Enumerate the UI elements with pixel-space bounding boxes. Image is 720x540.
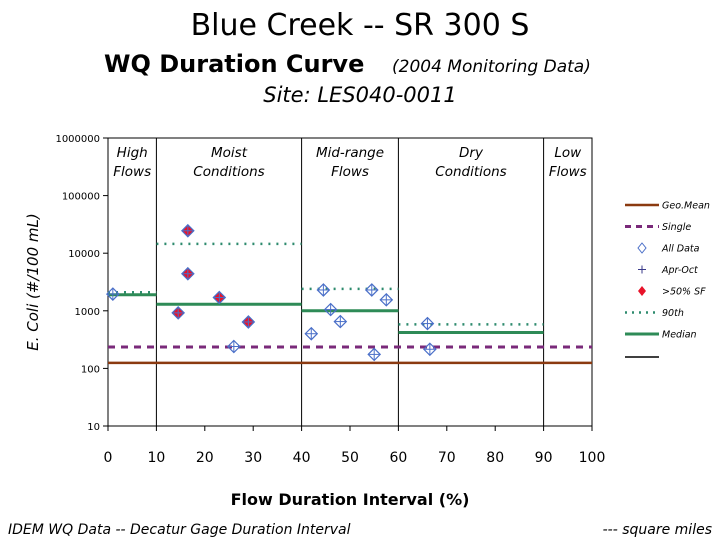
data-point [379, 292, 394, 307]
y-tick-label: 100 [81, 364, 100, 375]
x-tick-label: 50 [341, 450, 359, 466]
footer-area: --- square miles [603, 522, 712, 538]
x-tick-label: 90 [535, 450, 553, 466]
legend-label: >50% SF [662, 287, 706, 298]
x-axis-label: Flow Duration Interval (%) [231, 490, 470, 509]
x-tick-label: 10 [147, 450, 165, 466]
data-point [364, 283, 379, 297]
legend-label: All Data [661, 244, 700, 255]
data-point [171, 306, 186, 320]
zone-label: Flows [549, 164, 587, 180]
zone-label: Dry [459, 145, 484, 161]
legend-label: Apr-Oct [661, 265, 699, 276]
y-tick-label: 100000 [62, 192, 100, 203]
x-axis-ticks: 0 10 20 30 40 50 60 70 80 90 100 [104, 426, 606, 466]
zone-label: Conditions [435, 164, 506, 180]
x-tick-label: 40 [293, 450, 311, 466]
chart-subtitle: WQ Duration Curve [104, 50, 364, 78]
zone-label: Mid-range [316, 145, 384, 161]
zone-label: Moist [211, 145, 248, 161]
legend-swatch-sf [638, 286, 646, 296]
y-axis-ticks: 10 100 1000 10000 100000 1000000 [55, 134, 108, 433]
data-point [181, 266, 195, 281]
data-point [105, 287, 120, 301]
x-tick-label: 20 [196, 450, 214, 466]
data-point [423, 342, 437, 357]
zone-label: Flows [331, 164, 369, 180]
footer-source: IDEM WQ Data -- Decatur Gage Duration In… [8, 522, 351, 538]
y-tick-label: 1000000 [55, 134, 100, 145]
chart-subtitle-main: WQ Duration Curve [104, 50, 364, 78]
data-point [367, 347, 382, 362]
zone-label: High [117, 145, 148, 161]
data-point [333, 314, 348, 329]
x-tick-label: 60 [389, 450, 407, 466]
data-point [316, 283, 331, 297]
x-tick-label: 30 [244, 450, 262, 466]
x-tick-label: 70 [438, 450, 456, 466]
zone-labels: High Flows Moist Conditions Mid-range Flows Dr… [113, 145, 586, 180]
zone-label: Low [554, 145, 582, 161]
legend-label: Median [662, 330, 697, 341]
site-label: Site: LES040-0011 [263, 83, 456, 107]
y-axis-label: E. Coli (#/100 mL) [24, 213, 42, 350]
y-tick-label: 10000 [68, 249, 100, 260]
data-point [304, 326, 319, 341]
data-point [323, 302, 338, 317]
y-tick-label: 10 [87, 422, 100, 433]
data-point [241, 315, 256, 329]
legend-label: Single [662, 222, 691, 233]
reference-lines [108, 242, 592, 365]
data-points [105, 223, 437, 362]
y-tick-label: 1000 [75, 307, 100, 318]
zone-boundaries [155, 138, 545, 426]
legend: Geo.Mean Single All Data Apr-Oct >50% SF 90th… [619, 196, 712, 362]
legend-swatch-all-data [637, 242, 647, 254]
data-point [181, 223, 195, 238]
zone-label: Flows [113, 164, 151, 180]
legend-label: 90th [662, 308, 684, 319]
zone-label: Conditions [193, 164, 264, 180]
data-point [226, 339, 241, 354]
x-tick-label: 80 [486, 450, 504, 466]
x-tick-label: 0 [104, 450, 113, 466]
data-point [212, 290, 227, 305]
chart-subtitle-note: (2004 Monitoring Data) [392, 57, 591, 77]
x-tick-label: 100 [579, 450, 606, 466]
legend-label: Geo.Mean [662, 201, 710, 212]
chart-title: Blue Creek -- SR 300 S [191, 8, 530, 43]
data-point [420, 316, 435, 331]
plot-area [107, 137, 593, 427]
